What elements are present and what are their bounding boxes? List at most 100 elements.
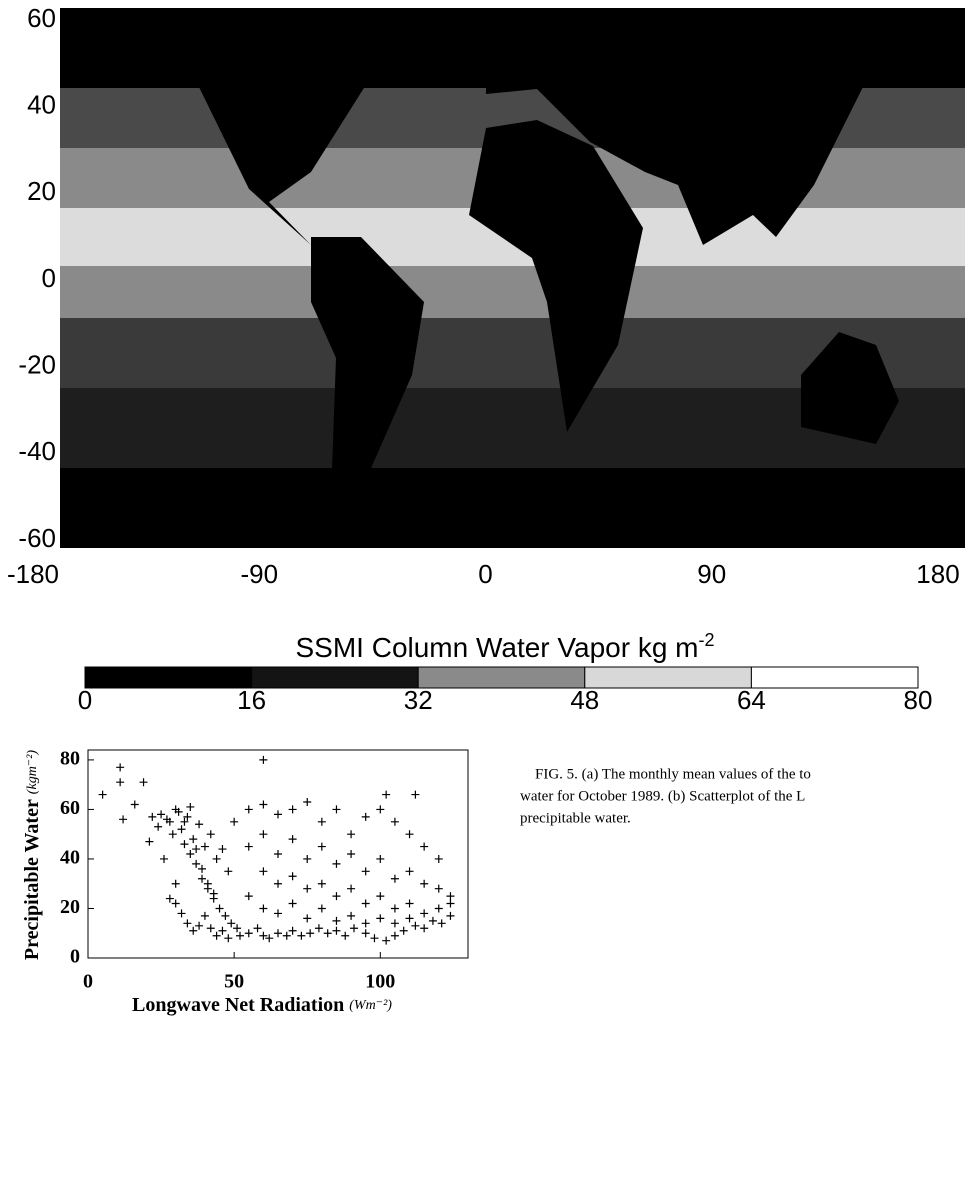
scatter-point [446,911,455,920]
x-tick-label: -180 [7,559,59,589]
scatter-point [317,817,326,826]
scatter-point [411,790,420,799]
scatter-point [314,924,323,933]
y-tick-label: 40 [27,90,56,120]
scatter-point [361,867,370,876]
x-tick-label: 50 [224,971,244,993]
scatter-point [98,790,107,799]
caption: FIG. 5. (a) The monthly mean values of t… [520,766,811,826]
scatter-point [434,884,443,893]
scatter-point [288,805,297,814]
y-tick-label: 60 [60,797,80,819]
scatter-point [437,919,446,928]
scatter-point [119,815,128,824]
y-axis-label: Precipitable Water (kgm⁻²) [21,750,43,960]
scatter-point [244,842,253,851]
scatter-point [446,892,455,901]
scatter-point [347,884,356,893]
colorbar-title: SSMI Column Water Vapor kg m-2 [295,630,714,664]
scatter-point [434,904,443,913]
scatter-point [154,822,163,831]
y-tick-label: 0 [42,263,56,293]
colorbar-segment [750,666,919,689]
scatter-point [376,914,385,923]
scatter-point [259,867,268,876]
y-axis-label-unit: (kgm⁻²) [25,750,40,795]
scatter-point [332,916,341,925]
scatter-point [282,931,291,940]
scatter-point [157,810,166,819]
scatter-point [332,926,341,935]
scatter-point [230,817,239,826]
scatter-point [244,805,253,814]
scatter-point [171,879,180,888]
scatter-point [265,934,274,943]
scatter-point [183,812,192,821]
x-tick-label: 0 [83,971,93,993]
y-tick-label: -20 [18,350,56,380]
scatter-point [303,854,312,863]
scatter-point [145,837,154,846]
scatter-point [212,854,221,863]
continent [469,120,643,432]
scatter-point [411,921,420,930]
y-tick-label: -60 [18,523,56,553]
scatter-point [382,790,391,799]
scatter-point [165,894,174,903]
y-tick-label: 80 [60,747,80,769]
scatter-point [274,879,282,888]
continent [801,332,899,444]
scatter-point [420,924,429,933]
scatter-point [186,802,195,811]
scatter-point [200,911,209,920]
scatter-point [420,842,429,851]
map-image [60,8,965,548]
scatter-point [148,812,157,821]
scatter-point [390,874,399,883]
scatter-point [162,815,171,824]
scatter-point [332,892,341,901]
scatter-frame [87,749,469,959]
scatter-point [195,820,204,829]
scatter-point [405,830,414,839]
scatter-point [288,872,297,881]
scatter-point [206,924,215,933]
scatter-point [390,931,399,940]
scatter-point [259,931,268,940]
scatter-point [215,904,224,913]
scatter-point [189,926,198,935]
x-axis-label-unit: (Wm⁻²) [349,998,392,1013]
scatter-point [218,845,227,854]
scatter-point [212,931,221,940]
scatter-point [382,936,391,945]
scatter-point [183,919,192,928]
scatter-point [259,800,268,809]
scatter-point [376,892,385,901]
scatter-point [186,850,195,858]
scatter-point [288,899,297,908]
scatter-point [116,763,125,772]
scatter-point [274,850,282,858]
scatter-point [192,859,201,868]
scatter-point [180,817,189,826]
scatter-point [303,914,312,923]
polar-region [60,520,965,548]
scatter-point [288,926,297,935]
scatter-point [350,924,358,933]
scatter-point [195,921,204,930]
scatter-point [274,929,282,938]
x-axis-label-text: Longwave Net Radiation [132,994,344,1016]
scatter-point [376,854,385,863]
scatter-point [347,850,356,858]
scatter-point [376,805,385,814]
scatter-point [361,899,370,908]
scatter-point [139,778,148,787]
scatter-point [224,867,233,876]
scatter-point [306,929,315,938]
scatter-point [274,810,282,819]
scatter-point [206,830,215,839]
colorbar-tick-label: 0 [78,685,92,715]
x-tick-label: 0 [478,559,492,589]
continent [83,20,374,245]
